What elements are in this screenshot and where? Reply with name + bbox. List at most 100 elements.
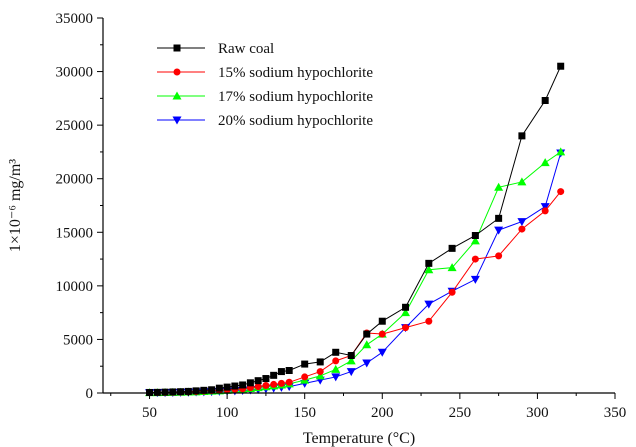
data-point [495, 214, 503, 222]
data-point [215, 384, 223, 392]
data-point [270, 371, 278, 379]
data-point [331, 364, 341, 373]
x-axis-title: Temperature (°C) [303, 430, 415, 447]
data-point [285, 367, 293, 374]
data-point [362, 340, 372, 349]
data-point [378, 330, 386, 338]
data-point [239, 381, 247, 389]
data-point [169, 388, 177, 396]
data-point [262, 375, 270, 383]
data-point [363, 330, 371, 338]
data-point [184, 387, 192, 395]
y-tick-label: 25000 [56, 118, 94, 134]
legend-marker [172, 91, 182, 100]
data-point [331, 373, 341, 382]
x-tick-label: 50 [142, 405, 157, 421]
y-tick-label: 10000 [56, 279, 94, 295]
data-point [316, 358, 324, 366]
data-point [177, 388, 185, 396]
x-tick-label: 250 [449, 405, 472, 421]
data-point [402, 303, 410, 311]
data-point [270, 380, 278, 388]
y-tick-label: 20000 [56, 172, 94, 188]
legend-label: Raw coal [218, 41, 274, 57]
data-point [556, 147, 566, 156]
data-point [346, 356, 356, 365]
data-point [153, 388, 161, 396]
y-tick-label: 30000 [56, 65, 94, 81]
data-point [161, 388, 169, 396]
data-point [316, 368, 324, 376]
legend-label: 15% sodium hypochlorite [218, 65, 373, 81]
data-point [378, 317, 386, 325]
data-point [192, 387, 200, 395]
data-point [401, 308, 411, 317]
y-tick-label: 0 [86, 386, 94, 402]
legend-label: 20% sodium hypochlorite [218, 113, 373, 129]
data-point [425, 317, 433, 325]
data-point [346, 368, 356, 377]
data-point [424, 265, 434, 274]
data-point [470, 236, 480, 245]
x-tick-label: 200 [371, 405, 394, 421]
data-point [425, 259, 433, 267]
data-point [332, 348, 340, 356]
data-point [471, 232, 479, 239]
data-point [200, 386, 208, 394]
data-point [541, 97, 549, 104]
data-point [471, 255, 479, 263]
data-point [557, 188, 565, 196]
legend-item: 17% sodium hypochlorite [157, 89, 373, 105]
x-tick-label: 350 [604, 405, 627, 421]
data-point [470, 275, 480, 284]
plot-series-group [145, 62, 566, 398]
data-point [494, 182, 504, 191]
data-point [254, 377, 262, 385]
legend: Raw coal 15% sodium hypochlorite 17% sodiu… [157, 41, 373, 129]
data-point [347, 352, 355, 359]
legend-item: Raw coal [157, 41, 274, 57]
axes-group: 50 100 150 200 250 300 350 0 5000 10000 15000 20000… [56, 11, 627, 421]
data-point [557, 62, 565, 70]
data-point [377, 348, 387, 357]
data-point [262, 382, 270, 389]
data-point [494, 226, 504, 235]
data-point [208, 386, 216, 394]
data-point [541, 207, 549, 215]
data-point [518, 132, 526, 140]
series-0 [146, 62, 565, 396]
legend-item: 15% sodium hypochlorite [157, 65, 373, 81]
data-point [424, 300, 434, 309]
data-point [246, 379, 254, 387]
x-tick-label: 300 [526, 405, 549, 421]
legend-marker [173, 44, 181, 52]
data-point [285, 378, 293, 386]
data-point [301, 373, 309, 381]
data-point [231, 382, 239, 390]
legend-marker [173, 68, 181, 76]
data-point [277, 379, 285, 387]
data-point [448, 244, 456, 252]
y-tick-label: 15000 [56, 225, 94, 241]
data-point [362, 359, 372, 368]
data-point [301, 360, 309, 368]
data-point [223, 383, 231, 391]
data-point [540, 158, 550, 167]
data-point [402, 324, 410, 332]
x-tick-label: 150 [293, 405, 316, 421]
legend-label: 17% sodium hypochlorite [218, 89, 373, 105]
data-point [277, 368, 285, 376]
data-point [447, 263, 457, 272]
data-point [315, 371, 325, 380]
y-axis-title: 1×10⁻⁶ mg/m³ [7, 159, 24, 252]
series-2 [145, 147, 566, 397]
data-point [448, 288, 456, 296]
data-point [540, 203, 550, 212]
y-tick-label: 5000 [63, 332, 93, 348]
data-point [332, 357, 340, 365]
data-point [517, 177, 527, 186]
data-point [517, 218, 527, 227]
legend-marker [172, 116, 182, 125]
data-point [518, 225, 526, 233]
